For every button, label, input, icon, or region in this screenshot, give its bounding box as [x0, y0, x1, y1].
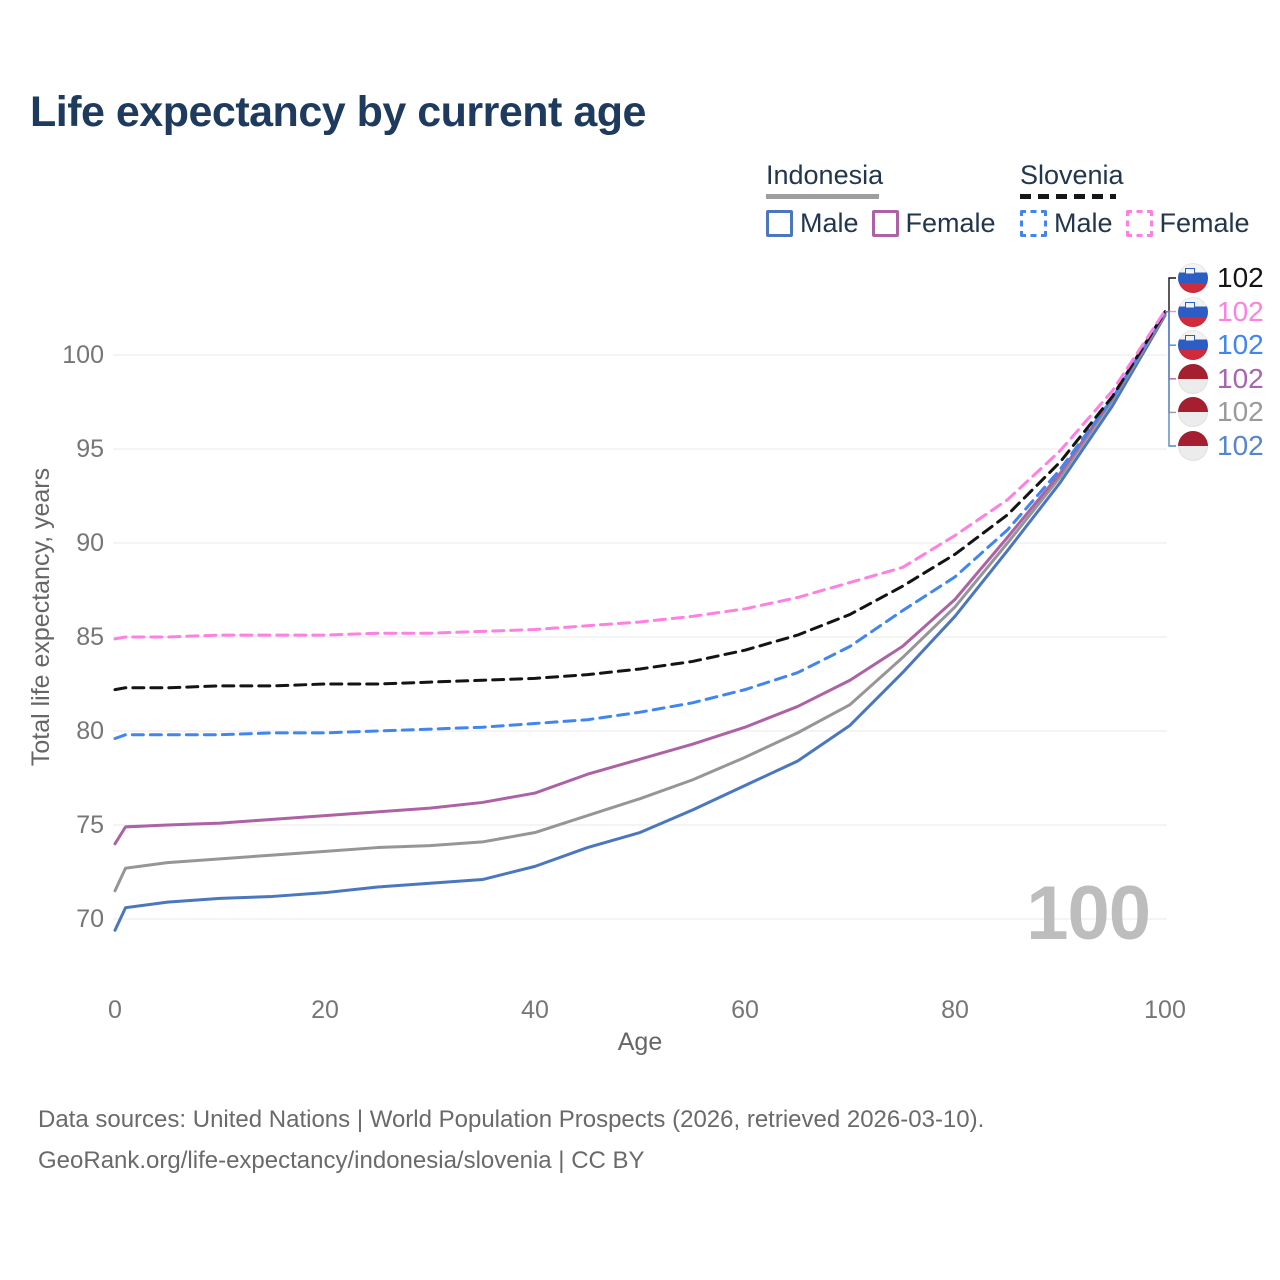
y-tick-label: 85 — [76, 623, 104, 651]
end-label-leader — [1165, 311, 1176, 414]
legend-item-label: Male — [1054, 208, 1113, 238]
slovenia-line-style-sample — [1020, 194, 1116, 199]
end-label-value: 102 — [1217, 262, 1264, 293]
checkbox-icon[interactable] — [871, 210, 899, 237]
y-tick-label: 70 — [76, 905, 104, 933]
end-label-leader — [1165, 311, 1176, 447]
legend-group-slovenia: Slovenia Male Female — [1020, 160, 1250, 239]
x-tick-label: 20 — [311, 996, 339, 1024]
legend-item-label: Male — [800, 208, 859, 238]
coat-of-arms-icon — [1185, 335, 1195, 348]
x-tick-label: 40 — [521, 996, 549, 1024]
end-label-row: 102 — [1178, 395, 1264, 429]
end-label-value: 102 — [1217, 430, 1264, 461]
indonesia-flag-icon — [1178, 431, 1208, 461]
legend-item-slovenia-male[interactable]: Male — [1020, 208, 1113, 239]
y-tick-label: 80 — [76, 717, 104, 745]
legend-item-label: Female — [905, 208, 996, 238]
series-line-slovenia-female — [113, 309, 1167, 641]
plot-canvas — [113, 277, 1176, 932]
checkbox-icon[interactable] — [1020, 210, 1047, 237]
checkbox-icon[interactable] — [766, 210, 793, 237]
end-label-row: 102 — [1178, 261, 1264, 295]
end-label-value: 102 — [1217, 295, 1264, 327]
end-label-leader — [1165, 277, 1176, 313]
x-tick-label: 100 — [1144, 996, 1186, 1024]
age-watermark: 100 — [1026, 871, 1151, 956]
legend-group-indonesia: Indonesia Male Female — [766, 160, 996, 239]
series-line-slovenia — [113, 310, 1167, 692]
indonesia-flag-icon — [1178, 397, 1208, 428]
x-tick-label: 80 — [941, 996, 969, 1024]
legend-country-indonesia: Indonesia — [766, 160, 884, 190]
legend-item-indonesia-female[interactable]: Female — [871, 208, 996, 239]
legend-country-slovenia: Slovenia — [1020, 160, 1124, 190]
end-label-leader — [1165, 311, 1176, 346]
end-label-row: 102 — [1178, 429, 1264, 463]
end-label-row: 102 — [1178, 362, 1264, 396]
end-label-value: 102 — [1217, 329, 1264, 361]
coat-of-arms-icon — [1185, 268, 1195, 280]
x-tick-label: 0 — [108, 996, 122, 1024]
end-label-value: 102 — [1217, 362, 1264, 394]
slovenia-flag-icon — [1178, 296, 1208, 327]
series-line-indonesia-male — [113, 314, 1167, 932]
y-axis-title: Total life expectancy, years — [27, 467, 55, 767]
footer-url-line: GeoRank.org/life-expectancy/indonesia/sl… — [38, 1147, 645, 1174]
legend-item-label: Female — [1159, 208, 1250, 238]
y-tick-label: 95 — [76, 435, 104, 463]
x-tick-label: 60 — [731, 996, 759, 1024]
line-chart: 70 75 80 85 90 95 100 0 20 40 60 80 100 Total life e… — [27, 261, 1264, 1056]
checkbox-icon[interactable] — [1125, 210, 1153, 237]
coat-of-arms-icon — [1185, 301, 1195, 314]
y-tick-label: 100 — [62, 341, 104, 369]
footer: Data sources: United Nations | World Pop… — [38, 1106, 984, 1188]
slovenia-flag-icon — [1178, 330, 1208, 361]
slovenia-flag-icon — [1178, 263, 1208, 293]
footer-source-line: Data sources: United Nations | World Pop… — [38, 1106, 985, 1133]
end-label-row: 102 — [1178, 295, 1264, 329]
y-tick-label: 75 — [76, 811, 104, 839]
series-line-indonesia — [113, 313, 1167, 893]
series-line-slovenia-male — [113, 311, 1167, 741]
series-line-indonesia-female — [113, 312, 1167, 846]
y-tick-label: 90 — [76, 529, 104, 557]
indonesia-flag-icon — [1178, 363, 1208, 394]
end-label-row: 102 — [1178, 328, 1264, 362]
end-label-value: 102 — [1217, 396, 1264, 428]
page-title: Life expectancy by current age — [30, 88, 646, 136]
indonesia-line-style-sample — [766, 194, 879, 199]
legend-item-slovenia-female[interactable]: Female — [1125, 208, 1250, 239]
x-axis-title: Age — [617, 1028, 663, 1056]
legend-item-indonesia-male[interactable]: Male — [766, 208, 859, 239]
